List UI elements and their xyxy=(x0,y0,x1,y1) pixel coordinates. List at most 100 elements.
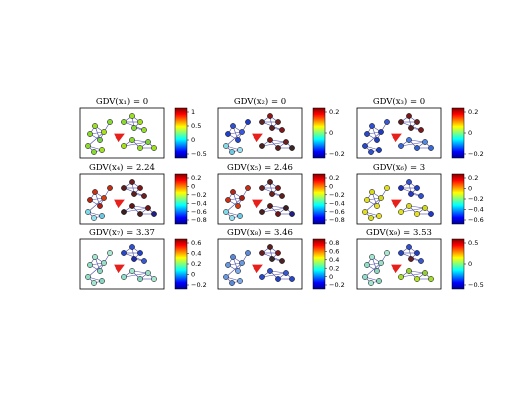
graph-node xyxy=(137,145,143,151)
graph-node xyxy=(364,262,370,268)
gdv-panel: GDV(x₆) = 3 0.2 0 −0.2 −0.4 −0.6 xyxy=(356,162,484,225)
graph-node xyxy=(237,147,243,153)
graph-node xyxy=(289,211,295,217)
graph-node xyxy=(414,250,420,256)
gdv-panel: GDV(x₇) = 3.37 0.6 0.4 0.2 0 −0.2 xyxy=(79,227,207,290)
graph-node xyxy=(378,129,384,135)
colorbar xyxy=(174,238,188,290)
graph-node xyxy=(374,203,380,209)
graph-node xyxy=(384,119,390,125)
colorbar-tick-label: 0.2 xyxy=(329,174,339,182)
gdv-panel: GDV(x₅) = 2.46 0.20−0.2−0.4−0.6−0.8 xyxy=(217,162,345,225)
graph-node xyxy=(121,250,127,256)
graph-node xyxy=(428,211,434,217)
graph-node xyxy=(269,191,275,197)
graph-node xyxy=(92,123,98,129)
transfer-arrow xyxy=(391,133,402,143)
gdv-panel: GDV(x₈) = 3.46 0.80.60.40.20−0.2 xyxy=(217,227,345,290)
colorbar-tick-label: −0.4 xyxy=(468,206,484,214)
gdv-panel: GDV(x₂) = 0 0.2 0 −0.2 xyxy=(217,96,345,159)
graph-node xyxy=(225,197,231,203)
colorbar-tick-label: −0.2 xyxy=(329,281,345,289)
graph-edge xyxy=(400,141,426,147)
graph-node xyxy=(408,191,414,197)
panel-frame xyxy=(217,173,303,225)
colorbar-tick-label: −0.5 xyxy=(468,281,484,289)
colorbar-tick-label: −0.2 xyxy=(191,191,207,199)
graph-node xyxy=(369,254,375,260)
graph-node xyxy=(418,193,424,199)
graph-node xyxy=(398,209,404,215)
graph-node xyxy=(267,268,273,274)
graph-node xyxy=(245,185,251,191)
graph-node xyxy=(101,260,107,266)
graph-node xyxy=(85,209,91,215)
colorbar-tick-label: 0.2 xyxy=(191,260,201,268)
graph-node xyxy=(229,280,235,286)
colorbar-tick-label: 0.2 xyxy=(468,108,478,116)
graph-node xyxy=(267,179,273,185)
graph-node xyxy=(97,137,103,143)
graph-node xyxy=(137,211,143,217)
graph-node xyxy=(92,254,98,260)
graph-node xyxy=(384,185,390,191)
graph-node xyxy=(369,123,375,129)
graph-node xyxy=(107,119,113,125)
graph-edge xyxy=(87,262,105,278)
graph-edge xyxy=(87,197,105,213)
colorbar xyxy=(312,238,326,290)
graph-node xyxy=(428,276,434,282)
graph-node xyxy=(279,258,285,264)
graph-node xyxy=(398,274,404,280)
colorbar-tick-label: 0.6 xyxy=(329,248,339,256)
graph-edge xyxy=(225,262,243,278)
graph-node xyxy=(275,145,281,151)
graph-node xyxy=(229,215,235,221)
graph-node xyxy=(269,256,275,262)
colorbar-tick-label: 0.8 xyxy=(329,239,339,247)
colorbar-tick-label: −0.6 xyxy=(468,216,484,224)
graph-node xyxy=(259,274,265,280)
graph-node xyxy=(279,193,285,199)
colorbar-tick-label: 0 xyxy=(191,183,195,191)
graph-edge xyxy=(123,141,149,147)
graph-node xyxy=(406,137,412,143)
graph-node xyxy=(398,185,404,191)
graph-node xyxy=(259,119,265,125)
graph-node xyxy=(97,268,103,274)
panel-title: GDV(x₂) = 0 xyxy=(234,96,286,107)
panel-title: GDV(x₇) = 3.37 xyxy=(89,227,155,238)
graph-node xyxy=(223,209,229,215)
colorbar-tick-label: 0 xyxy=(468,129,472,137)
graph-node xyxy=(129,113,135,119)
graph-node xyxy=(99,213,105,219)
graph-node xyxy=(223,274,229,280)
graph-node xyxy=(131,125,137,131)
colorbar-tick-label: 0 xyxy=(329,183,333,191)
graph-edge xyxy=(225,131,243,147)
graph-node xyxy=(259,250,265,256)
graph-node xyxy=(101,129,107,135)
graph-node xyxy=(418,127,424,133)
graph-node xyxy=(91,280,97,286)
graph-node xyxy=(85,274,91,280)
graph-node xyxy=(364,197,370,203)
graph-node xyxy=(283,205,289,211)
graph-node xyxy=(398,250,404,256)
colorbar-tick-label: −0.2 xyxy=(468,195,484,203)
panel-title: GDV(x₈) = 3.46 xyxy=(227,227,293,238)
graph-node xyxy=(406,113,412,119)
graph-node xyxy=(87,197,93,203)
graph-node xyxy=(406,203,412,209)
panel-title: GDV(x₄) = 2.24 xyxy=(89,162,155,173)
graph-node xyxy=(267,203,273,209)
colorbar xyxy=(451,238,465,290)
colorbar-tick-label: 0.2 xyxy=(329,264,339,272)
colorbar-tick-label: 0.4 xyxy=(329,256,339,264)
gdv-panel: GDV(x₃) = 0 0.2 0 −0.2 xyxy=(356,96,484,159)
graph-node xyxy=(141,258,147,264)
graph-node xyxy=(91,149,97,155)
graph-edge xyxy=(87,131,105,147)
graph-node xyxy=(129,268,135,274)
